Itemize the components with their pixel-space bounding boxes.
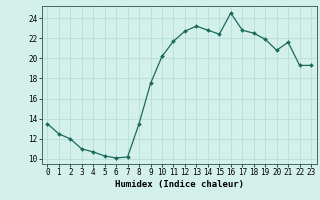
X-axis label: Humidex (Indice chaleur): Humidex (Indice chaleur) bbox=[115, 180, 244, 189]
